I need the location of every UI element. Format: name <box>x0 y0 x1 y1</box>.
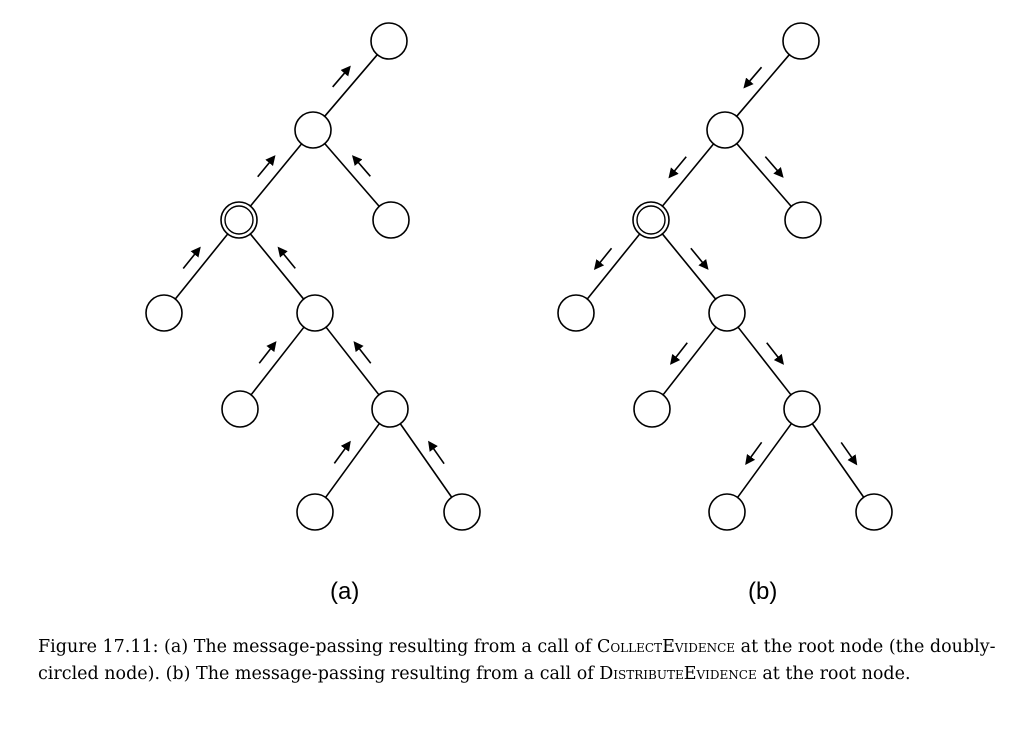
edge-n7-n9 <box>811 423 865 498</box>
edge-n1-n3 <box>324 143 380 207</box>
message-arrow-n2-n4 <box>182 246 201 269</box>
tree-node-n7 <box>371 390 409 428</box>
message-arrow-n2-n5 <box>277 246 296 269</box>
tree-node-n0 <box>782 22 820 60</box>
root-inner-ring <box>636 205 666 235</box>
tree-node-n8 <box>708 493 746 531</box>
message-arrow-n5-n7 <box>766 342 784 365</box>
tree-node-n4 <box>557 294 595 332</box>
tree-node-n2 <box>632 201 670 239</box>
message-arrow-n7-n9 <box>840 441 858 466</box>
caption-collect-term: CollectEvidence <box>596 637 736 657</box>
tree-node-n9 <box>855 493 893 531</box>
tree-node-n4 <box>145 294 183 332</box>
caption-middle: at the root node (the doubly-circled nod… <box>38 637 996 684</box>
caption-suffix: at the root node. <box>756 664 911 684</box>
edge-n2-n5 <box>249 233 305 300</box>
tree-node-n2 <box>220 201 258 239</box>
message-arrow-n2-n5 <box>690 247 709 270</box>
panel-b-distribute-tree <box>557 22 893 531</box>
message-arrow-n1-n2 <box>668 156 687 179</box>
panel-a-label: (a) <box>330 578 360 605</box>
message-arrow-n1-n3 <box>352 155 371 177</box>
message-arrow-n0-n1 <box>332 65 351 88</box>
tree-node-n5 <box>296 294 334 332</box>
tree-node-n6 <box>633 390 671 428</box>
edge-n5-n6 <box>662 326 717 396</box>
message-arrow-n7-n8 <box>745 441 763 465</box>
edge-n5-n7 <box>737 326 792 396</box>
edge-n7-n8 <box>324 423 381 498</box>
caption-prefix: Figure 17.11: (a) The message-passing re… <box>38 637 597 657</box>
edge-n0-n1 <box>736 54 790 117</box>
tree-node-n8 <box>296 493 334 531</box>
edge-n7-n9 <box>399 423 453 498</box>
tree-node-n6 <box>221 390 259 428</box>
panel-b-label: (b) <box>748 578 778 605</box>
figure-caption: Figure 17.11: (a) The message-passing re… <box>38 634 1008 688</box>
edge-n7-n8 <box>736 423 793 498</box>
tree-node-n9 <box>443 493 481 531</box>
message-passing-diagram <box>145 22 893 531</box>
edge-n1-n2 <box>661 143 715 207</box>
message-arrow-n2-n4 <box>593 247 613 271</box>
edge-n1-n3 <box>736 143 792 207</box>
message-arrow-n1-n3 <box>764 156 784 178</box>
panel-a-collect-tree <box>145 22 481 531</box>
edge-n1-n2 <box>249 143 303 207</box>
tree-node-n0 <box>370 22 408 60</box>
message-arrow-n0-n1 <box>743 66 763 89</box>
message-arrow-n7-n9 <box>428 440 445 465</box>
message-arrow-n7-n8 <box>333 440 351 464</box>
tree-node-n7 <box>783 390 821 428</box>
edge-n2-n5 <box>661 233 717 300</box>
edge-n2-n4 <box>586 233 641 300</box>
message-arrow-n1-n2 <box>257 155 276 178</box>
edge-n0-n1 <box>324 54 378 117</box>
edge-n2-n4 <box>174 233 229 300</box>
message-arrow-n5-n6 <box>670 342 688 365</box>
message-arrow-n5-n6 <box>258 341 277 364</box>
edge-n5-n6 <box>250 326 305 396</box>
tree-node-n1 <box>294 111 332 149</box>
root-inner-ring <box>224 205 254 235</box>
caption-distribute-term: DistributeEvidence <box>599 664 757 684</box>
tree-node-n1 <box>706 111 744 149</box>
message-arrow-n5-n7 <box>353 341 372 364</box>
tree-node-n3 <box>372 201 410 239</box>
edge-n5-n7 <box>325 326 380 396</box>
tree-node-n5 <box>708 294 746 332</box>
tree-node-n3 <box>784 201 822 239</box>
